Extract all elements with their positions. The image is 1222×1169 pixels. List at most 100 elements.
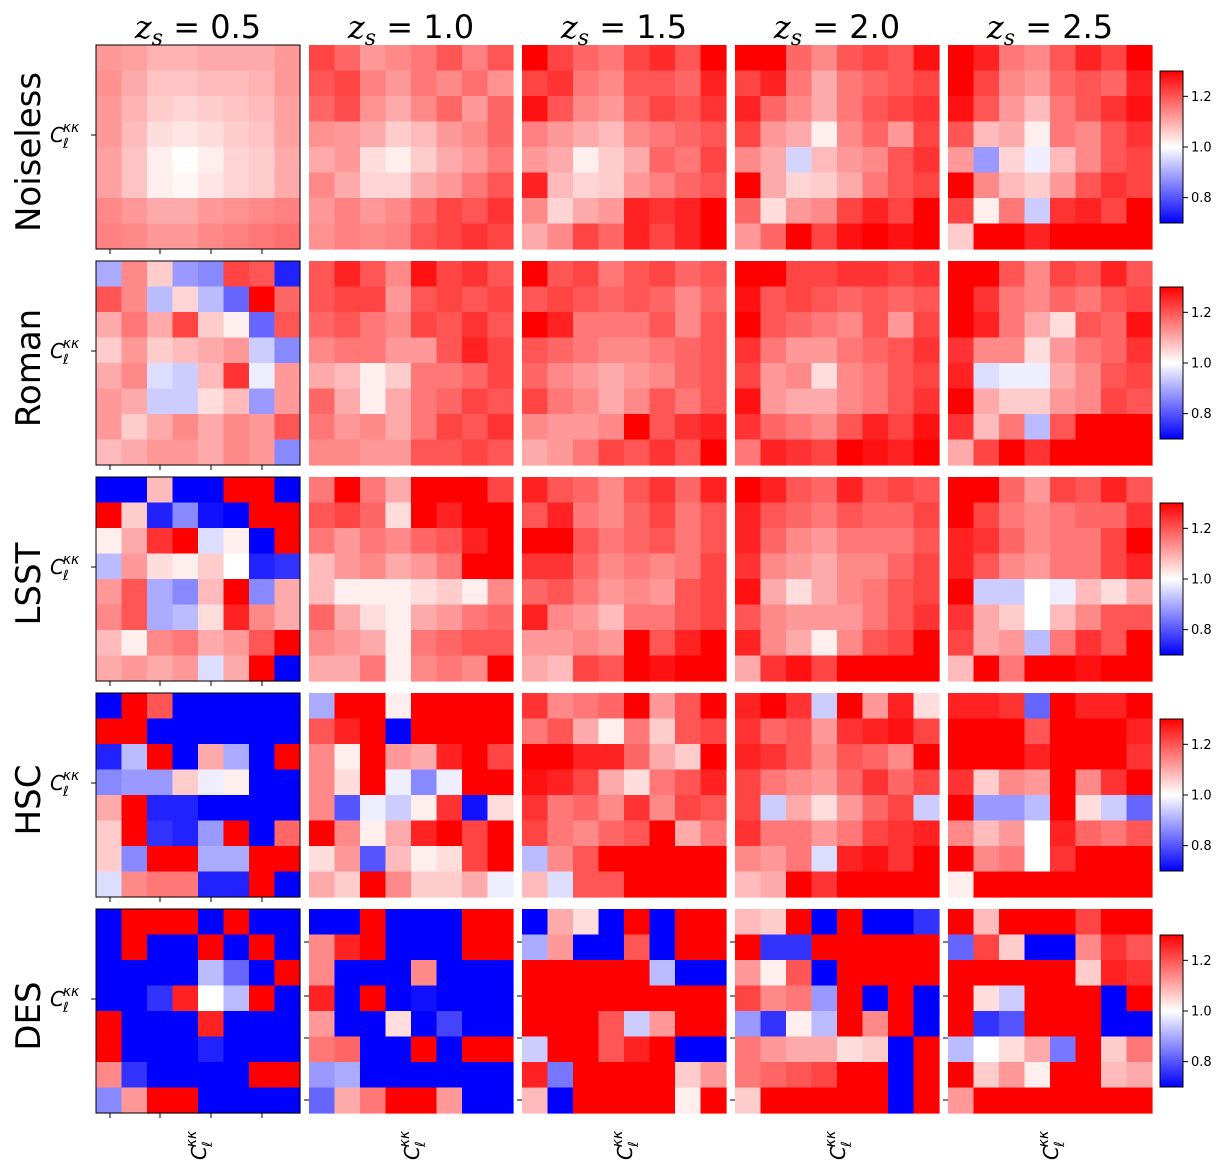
heatmap-cell [888, 337, 915, 364]
heatmap-cell [172, 45, 199, 72]
heatmap-cell [624, 363, 651, 390]
heatmap-cell [121, 363, 148, 390]
heatmap-cell [249, 312, 276, 339]
heatmap-cell [121, 795, 148, 822]
heatmap-cell [334, 960, 361, 987]
heatmap-cell [624, 985, 651, 1012]
colorbar-gradient [1159, 502, 1184, 656]
heatmap-cell [888, 312, 915, 339]
heatmap-cell [522, 96, 549, 123]
heatmap-cell [760, 1011, 787, 1038]
heatmap-cell [223, 528, 250, 555]
heatmap-cell [1126, 960, 1153, 987]
heatmap-cell [624, 846, 651, 873]
heatmap-cell [522, 147, 549, 174]
heatmap-cell [385, 286, 412, 313]
heatmap-cell [96, 934, 123, 961]
heatmap-cell [121, 769, 148, 796]
heatmap-cell [786, 198, 813, 225]
colorbar-tick-label: 1.2 [1191, 90, 1212, 105]
heatmap-cell [675, 1011, 702, 1038]
heatmap-cell [223, 363, 250, 390]
heatmap-cell [223, 477, 250, 504]
heatmap-cell [573, 388, 600, 415]
heatmap-cell [147, 871, 174, 898]
heatmap-cell [760, 655, 787, 682]
heatmap-cell [309, 909, 336, 936]
heatmap-cell [1126, 198, 1153, 225]
heatmap-cell [973, 795, 1000, 822]
heatmap-cell [360, 934, 387, 961]
heatmap-cell [573, 286, 600, 313]
heatmap-cell [862, 121, 889, 148]
heatmap-cell [760, 553, 787, 580]
heatmap-cell [1050, 172, 1077, 199]
axis-label: Cℓκκ [50, 336, 80, 368]
heatmap-cell [436, 1062, 463, 1089]
heatmap-cell [121, 909, 148, 936]
heatmap-cell [598, 846, 625, 873]
heatmap-cell [649, 414, 676, 441]
heatmap-cell [1024, 261, 1051, 288]
heatmap-cell [96, 655, 123, 682]
heatmap-cell [700, 147, 727, 174]
heatmap-cell [547, 286, 574, 313]
heatmap-cell [573, 261, 600, 288]
heatmap-cell [811, 414, 838, 441]
heatmap-cell [334, 1087, 361, 1114]
heatmap-cell [436, 337, 463, 364]
heatmap-cell [147, 502, 174, 529]
heatmap-cell [249, 744, 276, 771]
heatmap-cell [385, 985, 412, 1012]
heatmap-cell [1101, 795, 1128, 822]
heatmap-cell [573, 871, 600, 898]
heatmap-cell [700, 985, 727, 1012]
heatmap-cell [700, 909, 727, 936]
heatmap-cell [760, 846, 787, 873]
heatmap-cell [522, 1011, 549, 1038]
heatmap-cell [837, 414, 864, 441]
heatmap-cell [249, 198, 276, 225]
panel-frame [95, 476, 301, 682]
heatmap-cell [573, 312, 600, 339]
heatmap-cell [223, 871, 250, 898]
heatmap-cell [249, 553, 276, 580]
heatmap-cell [735, 1036, 762, 1063]
heatmap-cell [411, 1036, 438, 1063]
heatmap-cell [411, 147, 438, 174]
heatmap-cell [223, 337, 250, 364]
heatmap-cell [649, 1062, 676, 1089]
heatmap-cell [360, 477, 387, 504]
heatmap-cell [1024, 985, 1051, 1012]
heatmap-cell [573, 744, 600, 771]
heatmap-cell [948, 769, 975, 796]
heatmap-cell [547, 769, 574, 796]
heatmap-cell [760, 693, 787, 720]
heatmap-cell [675, 655, 702, 682]
heatmap-cell [811, 45, 838, 72]
heatmap-cell [1075, 414, 1102, 441]
column-title: zs = 0.5 [134, 8, 261, 51]
heatmap-cell [121, 820, 148, 847]
heatmap-cell [360, 846, 387, 873]
heatmap-cell [1126, 693, 1153, 720]
heatmap-cell [121, 477, 148, 504]
heatmap-cell [487, 960, 514, 987]
heatmap-cell [96, 909, 123, 936]
heatmap-cell [411, 553, 438, 580]
heatmap-cell [172, 630, 199, 657]
colorbar-gradient [1159, 934, 1184, 1088]
heatmap-cell [334, 693, 361, 720]
heatmap-cell [973, 846, 1000, 873]
heatmap-cell [913, 985, 940, 1012]
heatmap-cell [147, 985, 174, 1012]
heatmap-cell [1101, 934, 1128, 961]
heatmap-cell [913, 502, 940, 529]
heatmap-cell [223, 1036, 250, 1063]
heatmap-cell [334, 744, 361, 771]
heatmap-cell [172, 820, 199, 847]
heatmap-panel-r3-c2 [522, 693, 727, 898]
heatmap-cell [999, 477, 1026, 504]
heatmap-cell [334, 223, 361, 250]
heatmap-cell [888, 744, 915, 771]
